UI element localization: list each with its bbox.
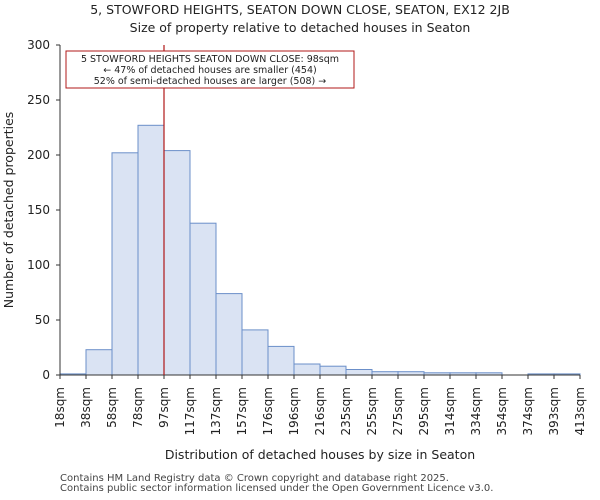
x-tick-label: 275sqm bbox=[391, 387, 405, 435]
y-tick-label: 0 bbox=[42, 368, 50, 382]
y-tick-label: 200 bbox=[27, 148, 50, 162]
annotation-line-2: ← 47% of detached houses are smaller (45… bbox=[103, 65, 316, 76]
chart-title-line-2: Size of property relative to detached ho… bbox=[130, 20, 471, 35]
histogram-bar-137sqm bbox=[215, 293, 243, 376]
x-tick-label: 295sqm bbox=[417, 387, 431, 435]
x-tick-label: 137sqm bbox=[209, 387, 223, 435]
x-tick-label: 374sqm bbox=[521, 387, 535, 435]
histogram-bar-157sqm bbox=[241, 329, 269, 376]
x-tick-label: 196sqm bbox=[287, 387, 301, 435]
x-tick-label: 97sqm bbox=[157, 387, 171, 428]
x-tick-label: 255sqm bbox=[365, 387, 379, 435]
x-tick-label: 413sqm bbox=[573, 387, 587, 435]
x-tick-label: 334sqm bbox=[469, 387, 483, 435]
x-tick-label: 58sqm bbox=[105, 387, 119, 428]
x-tick-label: 157sqm bbox=[235, 387, 249, 435]
y-tick-label: 150 bbox=[27, 203, 50, 217]
x-axis-title: Distribution of detached houses by size … bbox=[165, 447, 475, 462]
histogram-bar-176sqm bbox=[267, 345, 295, 376]
histogram-bar-216sqm bbox=[319, 365, 347, 376]
annotation-line-3: 52% of semi-detached houses are larger (… bbox=[94, 76, 327, 87]
y-axis-title: Number of detached properties bbox=[1, 112, 16, 309]
chart-title-line-1: 5, STOWFORD HEIGHTS, SEATON DOWN CLOSE, … bbox=[90, 2, 510, 17]
x-tick-label: 354sqm bbox=[495, 387, 509, 435]
histogram-bar-38sqm bbox=[85, 349, 113, 376]
x-tick-label: 314sqm bbox=[443, 387, 457, 435]
y-tick-label: 50 bbox=[35, 313, 50, 327]
x-tick-label: 117sqm bbox=[183, 387, 197, 435]
x-tick-label: 18sqm bbox=[53, 387, 67, 428]
histogram-bar-235sqm bbox=[345, 369, 373, 376]
histogram-bar-78sqm bbox=[137, 124, 165, 376]
x-tick-label: 78sqm bbox=[131, 387, 145, 428]
histogram-bar-117sqm bbox=[189, 222, 217, 376]
annotation-line-1: 5 STOWFORD HEIGHTS SEATON DOWN CLOSE: 98… bbox=[81, 54, 339, 65]
x-tick-label: 176sqm bbox=[261, 387, 275, 435]
x-tick-label: 235sqm bbox=[339, 387, 353, 435]
annotation-box: 5 STOWFORD HEIGHTS SEATON DOWN CLOSE: 98… bbox=[65, 50, 355, 89]
x-tick-label: 393sqm bbox=[547, 387, 561, 435]
y-tick-label: 300 bbox=[27, 38, 50, 52]
x-tick-label: 216sqm bbox=[313, 387, 327, 435]
footer-attribution-1: Contains HM Land Registry data © Crown c… bbox=[60, 473, 449, 484]
histogram-bar-196sqm bbox=[293, 363, 321, 376]
x-tick-label: 38sqm bbox=[79, 387, 93, 428]
histogram-bar-58sqm bbox=[111, 152, 139, 376]
footer-attribution-2: Contains public sector information licen… bbox=[60, 483, 494, 494]
y-tick-label: 100 bbox=[27, 258, 50, 272]
histogram-bar-97sqm bbox=[163, 150, 191, 376]
y-tick-label: 250 bbox=[27, 93, 50, 107]
